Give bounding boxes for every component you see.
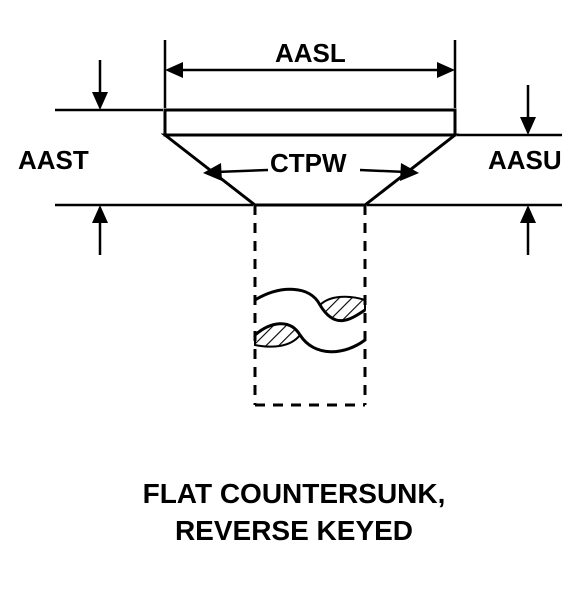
- label-aast: AAST: [18, 145, 89, 176]
- label-aasl: AASL: [275, 38, 346, 69]
- break-section: [255, 289, 365, 351]
- label-ctpw: CTPW: [270, 148, 347, 179]
- caption-line-1: FLAT COUNTERSUNK,: [0, 476, 588, 512]
- label-aasu: AASU: [488, 145, 562, 176]
- diagram-container: AASL AAST CTPW AASU FLAT COUNTERSUNK, RE…: [0, 0, 588, 589]
- caption: FLAT COUNTERSUNK, REVERSE KEYED: [0, 476, 588, 549]
- caption-line-2: REVERSE KEYED: [0, 513, 588, 549]
